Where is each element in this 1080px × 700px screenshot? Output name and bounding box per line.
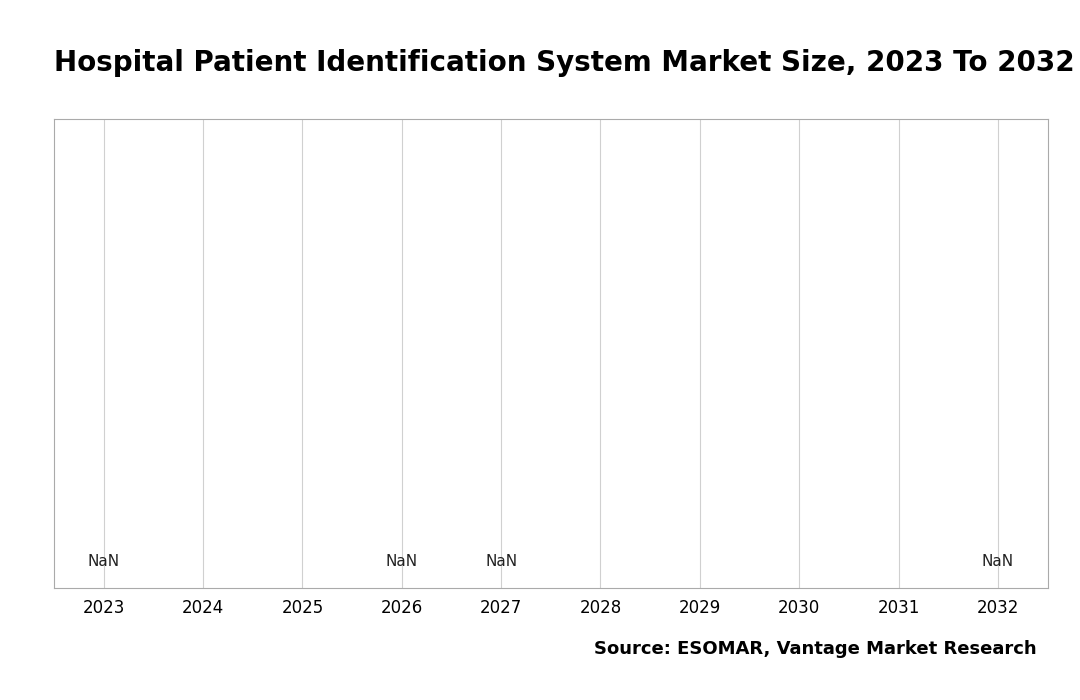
Text: NaN: NaN [485,554,517,569]
Text: Source: ESOMAR, Vantage Market Research: Source: ESOMAR, Vantage Market Research [594,640,1037,658]
Text: NaN: NaN [386,554,418,569]
Text: Hospital Patient Identification System Market Size, 2023 To 2032 (USD Million): Hospital Patient Identification System M… [54,49,1080,77]
Text: NaN: NaN [982,554,1014,569]
Text: NaN: NaN [87,554,120,569]
